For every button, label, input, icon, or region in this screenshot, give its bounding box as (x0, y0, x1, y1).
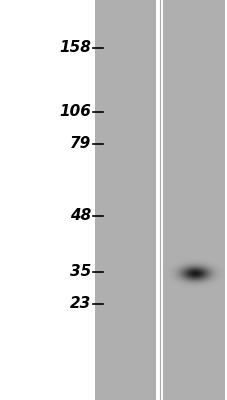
Text: 106: 106 (59, 104, 91, 120)
Text: 23: 23 (69, 296, 91, 312)
Text: 158: 158 (59, 40, 91, 56)
Text: 48: 48 (69, 208, 91, 224)
Text: 35: 35 (69, 264, 91, 280)
Text: 79: 79 (69, 136, 91, 152)
